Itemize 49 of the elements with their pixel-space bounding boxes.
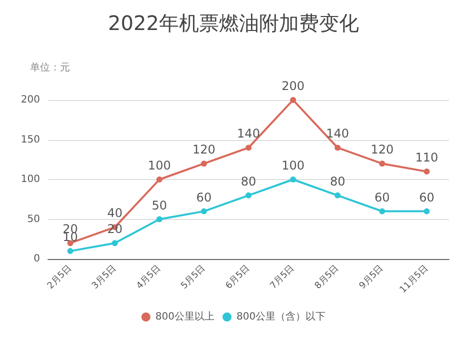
point (290, 97, 296, 103)
data-label: 140 (326, 126, 350, 141)
x-tick-label: 9月5日 (358, 263, 386, 292)
x-tick-label: 4月5日 (135, 263, 163, 292)
point (334, 192, 341, 198)
point (379, 160, 386, 167)
point (334, 144, 341, 151)
point (200, 208, 207, 214)
legend-label: 800公里以上 (155, 310, 215, 322)
point (424, 168, 430, 175)
y-tick-label: 200 (20, 94, 40, 106)
data-label: 60 (374, 190, 390, 204)
point (200, 160, 207, 167)
point (379, 208, 386, 214)
data-label: 110 (415, 150, 438, 165)
x-tick-label: 3月5日 (90, 263, 118, 292)
x-tick-label: 2月5日 (46, 263, 74, 292)
chart-title: 2022年机票燃油附加费变化 (108, 11, 359, 35)
x-tick-label: 6月5日 (224, 263, 252, 292)
data-label: 100 (148, 158, 171, 172)
data-label: 50 (152, 198, 168, 212)
x-tick-label: 11月5日 (398, 263, 430, 296)
y-axis-title: 单位：元 (30, 62, 70, 74)
point (290, 176, 296, 182)
x-tick-label: 7月5日 (268, 263, 297, 292)
x-tick-label: 5月5日 (180, 263, 208, 292)
point (424, 208, 430, 214)
data-label: 140 (237, 126, 260, 141)
data-label: 60 (419, 190, 434, 204)
y-tick-label: 100 (20, 174, 40, 185)
data-label: 60 (196, 190, 212, 204)
data-label: 120 (370, 142, 394, 157)
x-tick-label: 8月5日 (313, 263, 342, 292)
point (246, 192, 252, 198)
point (156, 216, 162, 222)
point (112, 240, 118, 246)
data-label: 200 (282, 79, 305, 93)
y-tick-label: 50 (27, 214, 40, 225)
data-label: 100 (282, 158, 305, 172)
data-label: 80 (240, 174, 256, 188)
data-label: 80 (330, 174, 346, 188)
data-label: 120 (192, 142, 216, 157)
point (67, 248, 74, 254)
point (246, 144, 252, 151)
y-tick-label: 150 (20, 134, 40, 146)
legend-label: 800公里（含）以下 (236, 310, 326, 322)
y-tick-label: 0 (34, 254, 40, 264)
point (156, 176, 162, 182)
data-label: 40 (107, 206, 122, 220)
